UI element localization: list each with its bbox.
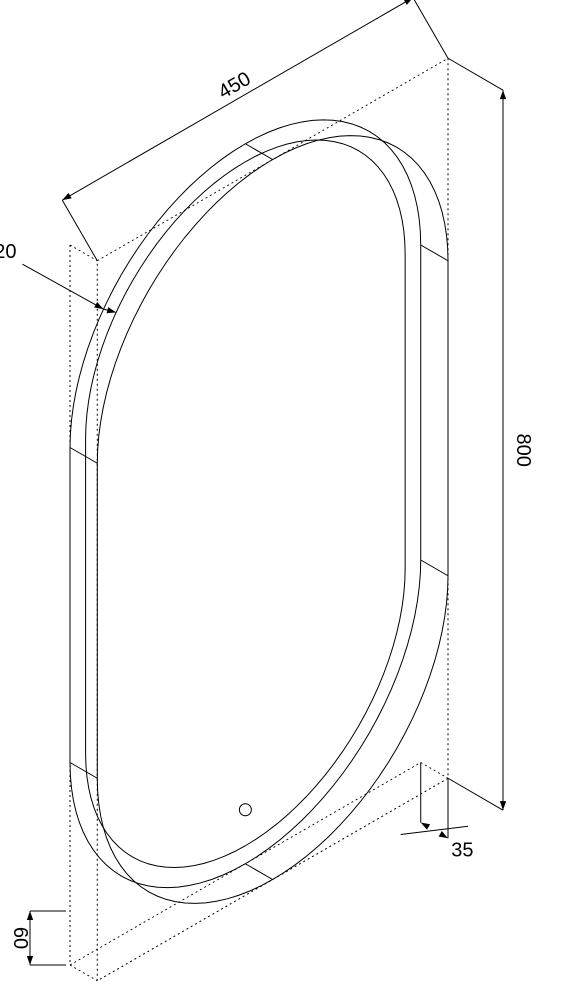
dim-frame-label: 20 [0,241,16,263]
dim-button-offset-label: 60 [9,927,31,949]
dim-width-label: 450 [215,68,255,104]
dim-height-label: 800 [512,433,534,466]
dim-depth-label: 35 [451,839,473,861]
